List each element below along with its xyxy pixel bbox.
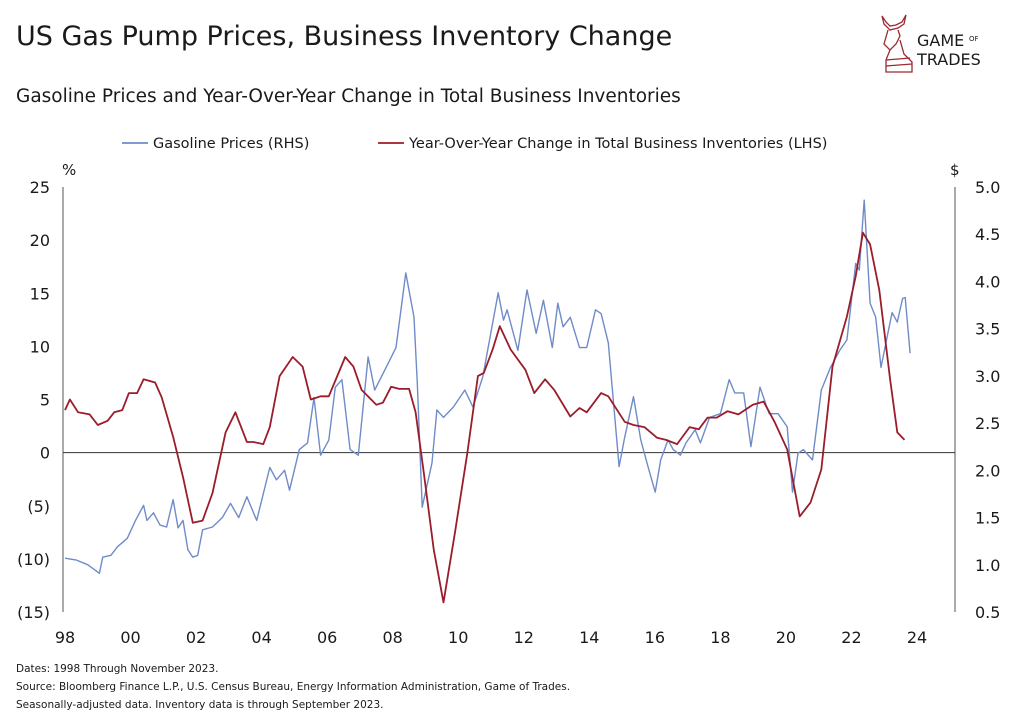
right-tick-label: 4.5 [975, 225, 1000, 244]
footer-dates: Dates: 1998 Through November 2023. [16, 663, 218, 675]
x-tick-label: 06 [317, 628, 337, 647]
x-tick-label: 12 [514, 628, 534, 647]
right-tick-label: 2.0 [975, 461, 1000, 480]
right-tick-label: 0.5 [975, 603, 1000, 622]
left-tick-label: 10 [30, 337, 50, 356]
x-tick-label: 22 [841, 628, 861, 647]
legend-label-gasoline: Gasoline Prices (RHS) [153, 136, 309, 152]
left-tick-label: (15) [17, 603, 50, 622]
x-tick-label: 04 [251, 628, 271, 647]
x-tick-label: 18 [710, 628, 730, 647]
left-tick-label: 20 [30, 231, 50, 250]
x-tick-label: 98 [55, 628, 75, 647]
x-axis-ticks: 98 00 02 04 06 08 10 12 14 16 18 20 22 24 [55, 628, 927, 647]
logo-text-game: GAME [917, 31, 964, 50]
legend-label-inventories: Year-Over-Year Change in Total Business … [408, 136, 827, 152]
footer-notes: Dates: 1998 Through November 2023. Sourc… [16, 663, 570, 711]
x-tick-label: 14 [579, 628, 599, 647]
bull-knight-icon [881, 14, 913, 73]
x-tick-label: 10 [448, 628, 468, 647]
logo-text-of: OF [969, 35, 979, 43]
left-tick-label: 0 [40, 444, 50, 463]
logo: GAME OF TRADES [881, 14, 981, 73]
x-tick-label: 16 [645, 628, 665, 647]
x-tick-label: 00 [120, 628, 140, 647]
right-tick-label: 1.0 [975, 556, 1000, 575]
left-tick-label: (5) [27, 497, 50, 516]
x-tick-label: 08 [383, 628, 403, 647]
chart-subtitle: Gasoline Prices and Year-Over-Year Chang… [16, 86, 681, 107]
left-axis-ticks: 25 20 15 10 5 0 (5) (10) (15) [17, 178, 50, 622]
left-tick-label: 15 [30, 284, 50, 303]
right-tick-label: 2.5 [975, 414, 1000, 433]
right-axis-unit: $ [950, 161, 960, 179]
x-tick-label: 20 [776, 628, 796, 647]
series-lines [64, 199, 911, 604]
right-tick-label: 3.5 [975, 320, 1000, 339]
chart-title: US Gas Pump Prices, Business Inventory C… [16, 21, 672, 52]
right-tick-label: 3.0 [975, 367, 1000, 386]
logo-text-trades: TRADES [916, 50, 981, 69]
right-tick-label: 1.5 [975, 509, 1000, 528]
legend: Gasoline Prices (RHS) Year-Over-Year Cha… [122, 136, 827, 152]
right-tick-label: 5.0 [975, 178, 1000, 197]
footer-note: Seasonally-adjusted data. Inventory data… [16, 699, 383, 711]
footer-source: Source: Bloomberg Finance L.P., U.S. Cen… [16, 681, 570, 693]
left-tick-label: (10) [17, 550, 50, 569]
inventories-yoy-line [64, 231, 906, 604]
right-tick-label: 4.0 [975, 272, 1000, 291]
x-tick-label: 02 [186, 628, 206, 647]
left-tick-label: 25 [30, 178, 50, 197]
right-axis-ticks: 5.0 4.5 4.0 3.5 3.0 2.5 2.0 1.5 1.0 0.5 [975, 178, 1000, 622]
left-axis-unit: % [62, 161, 76, 179]
left-tick-label: 5 [40, 391, 50, 410]
x-tick-label: 24 [907, 628, 927, 647]
